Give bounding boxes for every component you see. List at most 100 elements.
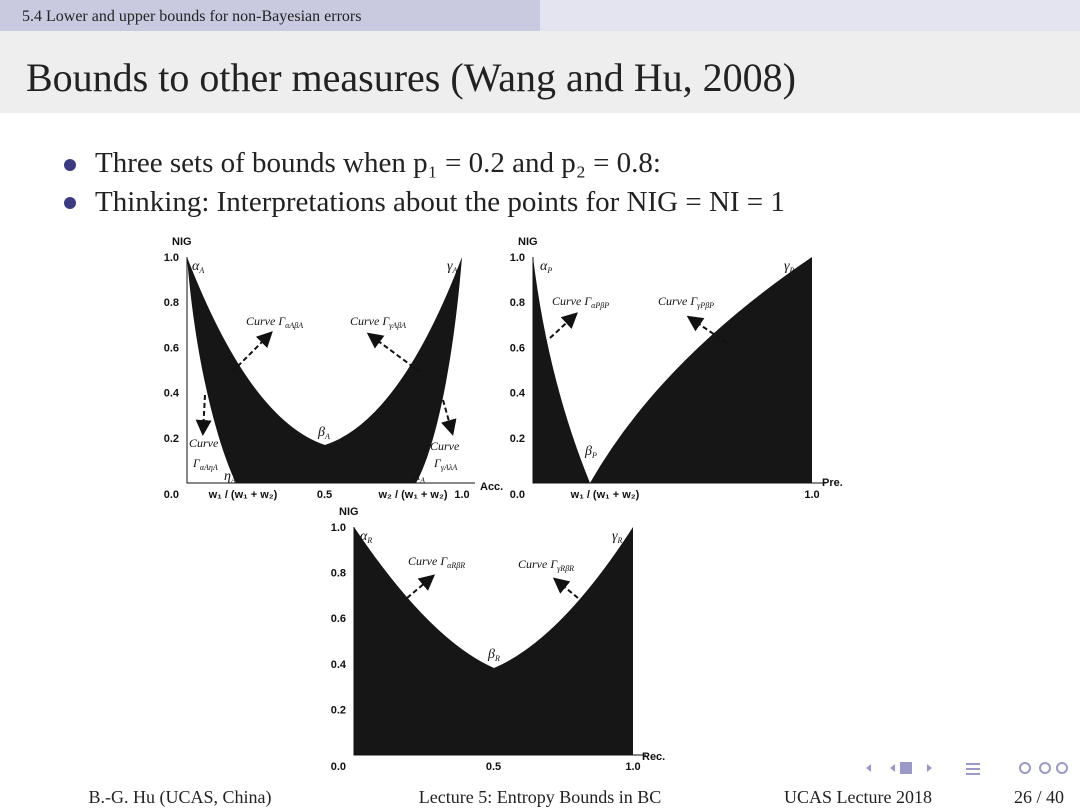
- point-label-main: γ: [612, 529, 618, 544]
- footer-page: 26 / 40: [1014, 787, 1064, 807]
- title: Bounds to other measures (Wang and Hu, 2…: [26, 55, 796, 100]
- section-bar: [0, 0, 540, 31]
- curve-label-main: Curve: [189, 436, 219, 450]
- region: [354, 527, 633, 755]
- point-label: αA: [192, 259, 204, 275]
- y-tick-label: 0.6: [331, 613, 346, 625]
- x-tick-label: 0.5: [317, 489, 332, 501]
- point-label: γA: [447, 259, 458, 275]
- bullet-dot: [64, 197, 76, 209]
- point-label-sub: P: [546, 266, 552, 275]
- y-tick-label: 0.8: [510, 297, 525, 309]
- curve-label-main: Γ: [192, 456, 201, 470]
- y-tick-label: 0.6: [510, 342, 525, 354]
- curve-label-sub: αAβA: [285, 321, 303, 330]
- curve-label-main: Curve Γ: [518, 557, 558, 571]
- point-label-sub: R: [617, 536, 623, 545]
- point-label: γP: [784, 259, 795, 275]
- curve-label-main: Γ: [433, 456, 442, 470]
- x-fraction-label: w₁ / (w₁ + w₂): [570, 489, 640, 501]
- point-label-main: β: [317, 425, 325, 440]
- y-axis-label: NIG: [518, 236, 538, 248]
- y-axis-label: NIG: [339, 506, 359, 518]
- point-label: βR: [487, 647, 500, 663]
- footer-author: B.-G. Hu (UCAS, China): [89, 787, 272, 808]
- x-axis-label: Acc.: [480, 481, 503, 493]
- point-label-main: β: [584, 444, 592, 459]
- point-label-sub: P: [591, 451, 597, 460]
- point-label: γR: [612, 529, 623, 545]
- curve-label: Curve ΓαPβP: [552, 294, 609, 310]
- x-axis-label: Pre.: [822, 477, 843, 489]
- y-tick-label: 0.4: [164, 388, 180, 400]
- curve-label-sub: αRβR: [447, 561, 465, 570]
- axes: [186, 257, 826, 756]
- bullet-dot: [64, 159, 76, 171]
- y-tick-label: 0.4: [510, 388, 526, 400]
- curve-label: ΓαAηA: [192, 456, 218, 472]
- curve-label-main: Curve Γ: [408, 554, 448, 568]
- curve-label: Curve ΓαAβA: [246, 314, 303, 330]
- y-tick-label: 0.2: [510, 433, 525, 445]
- nav-icons[interactable]: [866, 762, 1068, 775]
- point-label-main: α: [540, 259, 548, 274]
- curve-label: Curve ΓγRβR: [518, 557, 574, 573]
- curve-label: ΓγAλA: [433, 456, 457, 472]
- curve-label-sub: γAβA: [389, 321, 406, 330]
- bullet: Thinking: Interpretations about the poin…: [95, 186, 785, 218]
- y-tick-label: 0.8: [331, 568, 346, 580]
- point-label: αR: [360, 529, 372, 545]
- x-tick-label: 0.5: [486, 761, 501, 773]
- point-label: βA: [317, 425, 330, 441]
- x-tick-label: 1.0: [625, 761, 640, 773]
- origin-label: 0.0: [331, 761, 346, 773]
- arrows: [195, 312, 728, 599]
- point-label-sub: A: [452, 266, 458, 275]
- point-label: λA: [413, 469, 425, 485]
- y-tick-label: 0.4: [331, 659, 347, 671]
- region: [533, 257, 590, 483]
- point-label-main: α: [192, 259, 200, 274]
- point-label-sub: A: [230, 476, 236, 485]
- x-axis-label: Rec.: [642, 751, 665, 763]
- point-label-main: η: [224, 469, 231, 484]
- curve-label: Curve: [430, 439, 460, 453]
- curve-label-sub: γAλA: [441, 463, 458, 472]
- curve-label-sub: αPβP: [591, 301, 609, 310]
- curve-label-sub: γRβR: [557, 564, 574, 573]
- y-tick-label: 0.2: [331, 704, 346, 716]
- point-label-sub: R: [494, 654, 500, 663]
- y-tick-label: 0.8: [164, 297, 179, 309]
- curve-label: Curve ΓαRβR: [408, 554, 465, 570]
- x-tick-label: 1.0: [454, 489, 469, 501]
- curve-label: Curve ΓγAβA: [350, 314, 406, 330]
- y-axis-label: NIG: [172, 236, 192, 248]
- footer-event: UCAS Lecture 2018: [784, 787, 932, 807]
- point-label-sub: A: [419, 476, 425, 485]
- x-fraction-label: w₂ / (w₁ + w₂): [377, 489, 447, 501]
- x-fraction-label: w₁ / (w₁ + w₂): [208, 489, 278, 501]
- point-label-sub: A: [198, 266, 204, 275]
- origin-label: 0.0: [510, 489, 525, 501]
- region: [187, 257, 462, 483]
- y-tick-label: 1.0: [331, 522, 346, 534]
- x-tick-label: 1.0: [804, 489, 819, 501]
- curve-label-main: Curve Γ: [552, 294, 592, 308]
- curve-label: Curve: [189, 436, 219, 450]
- curve-label-main: Curve Γ: [658, 294, 698, 308]
- curve-label-sub: αAηA: [200, 463, 218, 472]
- point-label: ηA: [224, 469, 236, 485]
- y-tick-label: 1.0: [164, 252, 179, 264]
- curve-label-main: Curve Γ: [350, 314, 390, 328]
- point-label-main: γ: [784, 259, 790, 274]
- point-label-main: α: [360, 529, 368, 544]
- point-label-sub: R: [366, 536, 372, 545]
- title-band: [0, 31, 1080, 113]
- curve-label: Curve ΓγPβP: [658, 294, 714, 310]
- y-tick-label: 0.6: [164, 342, 179, 354]
- point-label-main: γ: [447, 259, 453, 274]
- point-label-sub: A: [324, 432, 330, 441]
- point-label-main: λ: [413, 469, 420, 484]
- curve-label-main: Curve Γ: [246, 314, 286, 328]
